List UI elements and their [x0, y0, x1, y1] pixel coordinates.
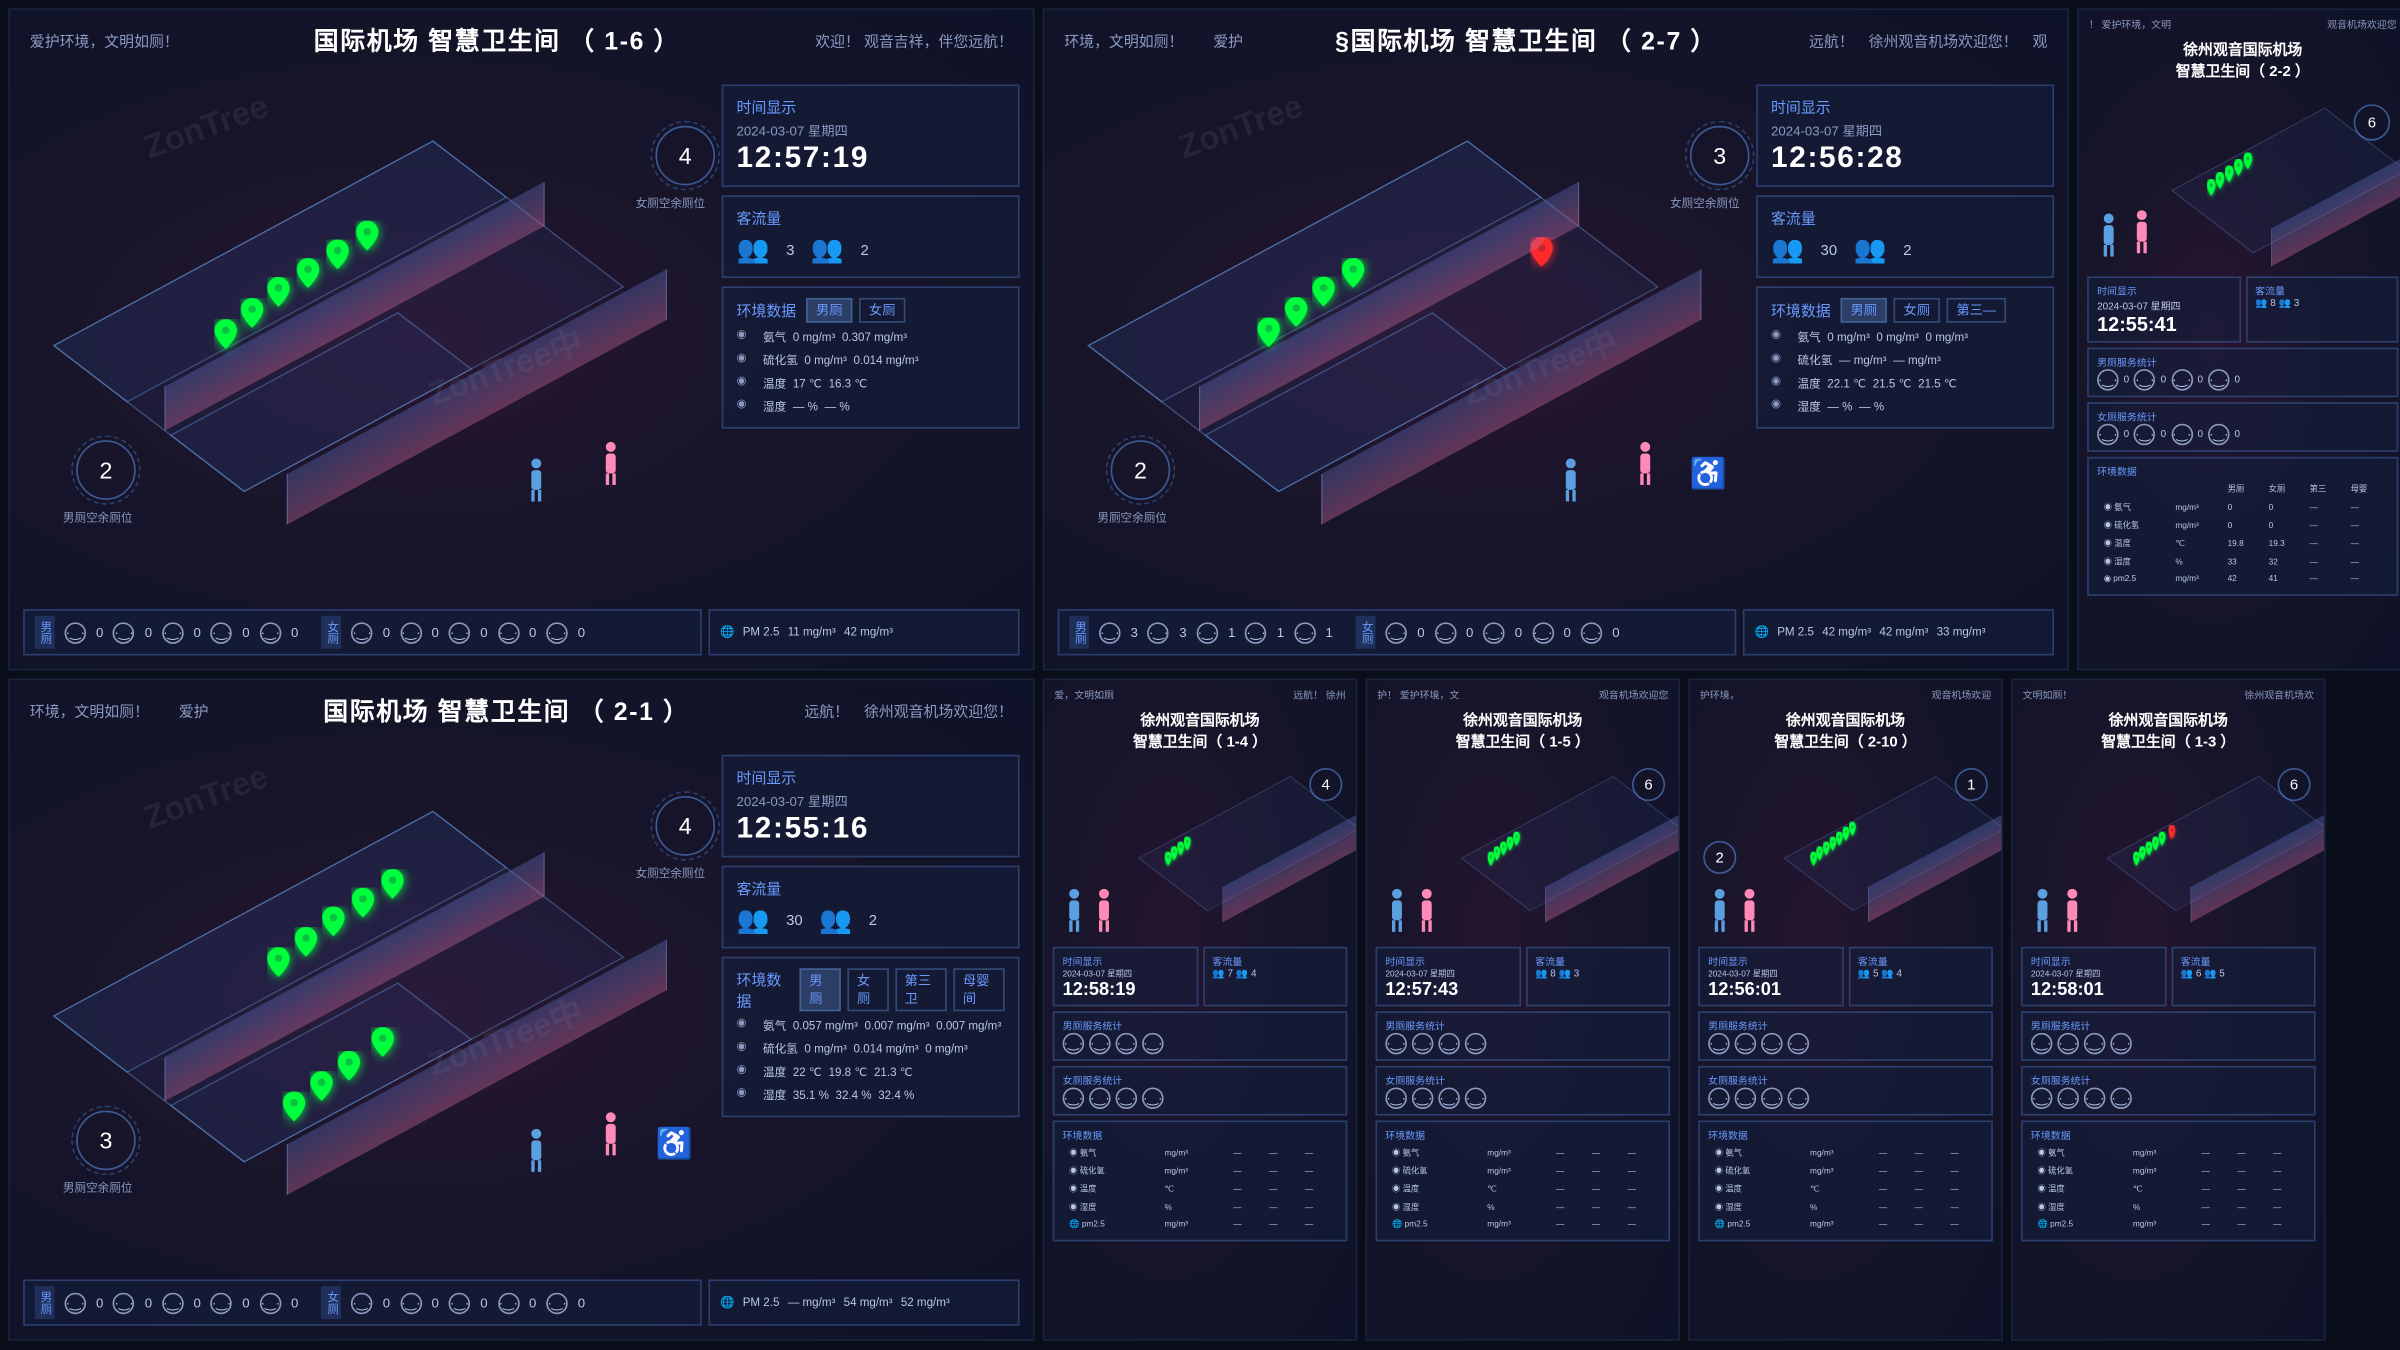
env-tab[interactable]: 第三卫 — [895, 968, 947, 1011]
male-vacancy-ring: 2 — [76, 440, 136, 500]
flow-panel: 客流量 👥30👥2 — [722, 866, 1020, 949]
female-vacancy-ring: 4 — [655, 126, 715, 186]
pm-panel: 🌐PM 2.542 mg/m³42 mg/m³33 mg/m³ — [1743, 609, 2054, 655]
scroll-msg-right: 欢迎！ 观音吉祥，伴您远航！ — [815, 30, 1013, 52]
env-table: 环境数据 男厕女厕第三母婴◉ 氨气mg/m³00——◉ 硫化氢mg/m³00——… — [2087, 457, 2398, 596]
male-icon — [1558, 457, 1584, 513]
env-tab[interactable]: 男厕 — [1841, 298, 1887, 323]
rating-strip: 男厕·‿·0 ·‿·0 ·‿·0 ·‿·0 ·‿·0 女厕·‿·0 ·‿·0 ·… — [23, 1279, 702, 1325]
wheelchair-icon: ♿ — [655, 1127, 692, 1162]
female-icon — [598, 1111, 624, 1167]
flow-panel: 客流量 👥30👥2 — [1756, 195, 2054, 278]
env-tab[interactable]: 女厕 — [847, 968, 888, 1011]
title-bar: 环境，文明如厕！ 爱护 §国际机场 智慧卫生间 （ 2-7 ） 远航！ 徐州观音… — [1044, 23, 2067, 58]
panel-title: 徐州观音国际机场智慧卫生间（ 2-10 ） — [1690, 708, 2001, 751]
small-panel: 文明如厕！徐州观音机场欢 徐州观音国际机场智慧卫生间（ 1-3 ） 6 时间显示… — [2011, 679, 2325, 1341]
female-vacancy-ring: 3 — [1690, 126, 1750, 186]
env-tab[interactable]: 第三— — [1947, 298, 2007, 323]
male-icon — [523, 1127, 549, 1183]
time-panel: 时间显示 2024-03-07 星期四 12:57:19 — [722, 84, 1020, 187]
scroll-msg-left: 环境，文明如厕！ 爱护 — [1064, 30, 1243, 52]
env-tab[interactable]: 女厕 — [859, 298, 905, 323]
rating-strip: 男厕·‿·0 ·‿·0 ·‿·0 ·‿·0 ·‿·0 女厕·‿·0 ·‿·0 ·… — [23, 609, 702, 655]
env-panel: 环境数据 男厕女厕第三— ◉氨气 0 mg/m³ 0 mg/m³ 0 mg/m³… — [1756, 286, 2054, 428]
small-panel: 爱，文明如厕远航！ 徐州 徐州观音国际机场智慧卫生间（ 1-4 ） 4 时间显示… — [1043, 679, 1357, 1341]
dashboard-panel: ZonTree ZonTree中 环境，文明如厕！ 爱护 国际机场 智慧卫生间 … — [8, 679, 1034, 1341]
env-tab[interactable]: 男厕 — [799, 968, 840, 1011]
pm-panel: 🌐PM 2.511 mg/m³42 mg/m³ — [708, 609, 1019, 655]
dashboard-panel: ZonTree ZonTree中 环境，文明如厕！ 爱护 §国际机场 智慧卫生间… — [1043, 8, 2069, 670]
panel-title: §国际机场 智慧卫生间 （ 2-7 ） — [1335, 23, 1717, 58]
panel-title: 国际机场 智慧卫生间 （ 1-6 ） — [314, 23, 680, 58]
male-icon — [523, 457, 549, 513]
panel-title: 徐州观音国际机场智慧卫生间（ 1-3 ） — [2013, 708, 2324, 751]
scroll-msg-left: 爱护环境，文明如厕！ — [30, 30, 179, 52]
flow-panel: 客流量 👥3👥2 — [722, 195, 1020, 278]
title-bar: 爱护环境，文明如厕！ 国际机场 智慧卫生间 （ 1-6 ） 欢迎！ 观音吉祥，伴… — [10, 23, 1033, 58]
flow-panel: 客流量👥 8 👥 3 — [2245, 276, 2398, 342]
time-panel: 时间显示2024-03-07 星期四12:55:41 — [2087, 276, 2240, 342]
env-panel: 环境数据 男厕女厕 ◉氨气 0 mg/m³ 0.307 mg/m³ ◉硫化氢 0… — [722, 286, 1020, 428]
female-icon — [598, 440, 624, 496]
dashboard-panel: ZonTree ZonTree中 爱护环境，文明如厕！ 国际机场 智慧卫生间 （… — [8, 8, 1034, 670]
tall-panel: ！ 爱护环境，文明观音机场欢迎您 徐州观音国际机场智慧卫生间（ 2-2 ） 6 … — [2077, 8, 2400, 670]
male-vacancy-ring: 2 — [1111, 440, 1171, 500]
panel-title: 徐州观音国际机场智慧卫生间（ 1-4 ） — [1044, 708, 1355, 751]
male-vacancy-ring: 3 — [76, 1111, 136, 1171]
small-panel: 护！ 爱护环境，文观音机场欢迎您 徐州观音国际机场智慧卫生间（ 1-5 ） 6 … — [1366, 679, 1680, 1341]
female-vacancy-ring: 4 — [655, 796, 715, 856]
female-rating: 女厕服务统计 ·‿·0 ·‿·0 ·‿·0 ·‿·0 — [2087, 402, 2398, 452]
male-rating: 男厕服务统计 ·‿·0 ·‿·0 ·‿·0 ·‿·0 — [2087, 348, 2398, 398]
env-panel: 环境数据 男厕女厕第三卫母婴间 ◉氨气 0.057 mg/m³ 0.007 mg… — [722, 957, 1020, 1118]
env-tab[interactable]: 女厕 — [1894, 298, 1940, 323]
pm-panel: 🌐PM 2.5— mg/m³54 mg/m³52 mg/m³ — [708, 1279, 1019, 1325]
rating-strip: 男厕·‿·3 ·‿·3 ·‿·1 ·‿·1 ·‿·1 女厕·‿·0 ·‿·0 ·… — [1058, 609, 1737, 655]
time-panel: 时间显示 2024-03-07 星期四 12:56:28 — [1756, 84, 2054, 187]
female-icon — [1632, 440, 1658, 496]
wheelchair-icon: ♿ — [1690, 457, 1727, 492]
panel-title: 徐州观音国际机场智慧卫生间（ 1-5 ） — [1367, 708, 1678, 751]
env-tab[interactable]: 男厕 — [806, 298, 852, 323]
title-bar: 环境，文明如厕！ 爱护 国际机场 智慧卫生间 （ 2-1 ） 远航！ 徐州观音机… — [10, 694, 1033, 729]
scroll-msg-left: 环境，文明如厕！ 爱护 — [30, 700, 209, 722]
panel-title: 徐州观音国际机场智慧卫生间（ 2-2 ） — [2079, 38, 2400, 81]
scroll-msg-right: 远航！ 徐州观音机场欢迎您！ — [804, 700, 1013, 722]
panel-title: 国际机场 智慧卫生间 （ 2-1 ） — [323, 694, 689, 729]
time-panel: 时间显示 2024-03-07 星期四 12:55:16 — [722, 755, 1020, 858]
scroll-msg-right: 远航！ 徐州观音机场欢迎您！ 观 — [1809, 30, 2047, 52]
small-panel: 护环境，观音机场欢迎 徐州观音国际机场智慧卫生间（ 2-10 ） 1 2 时间显… — [1688, 679, 2002, 1341]
env-tab[interactable]: 母婴间 — [953, 968, 1005, 1011]
